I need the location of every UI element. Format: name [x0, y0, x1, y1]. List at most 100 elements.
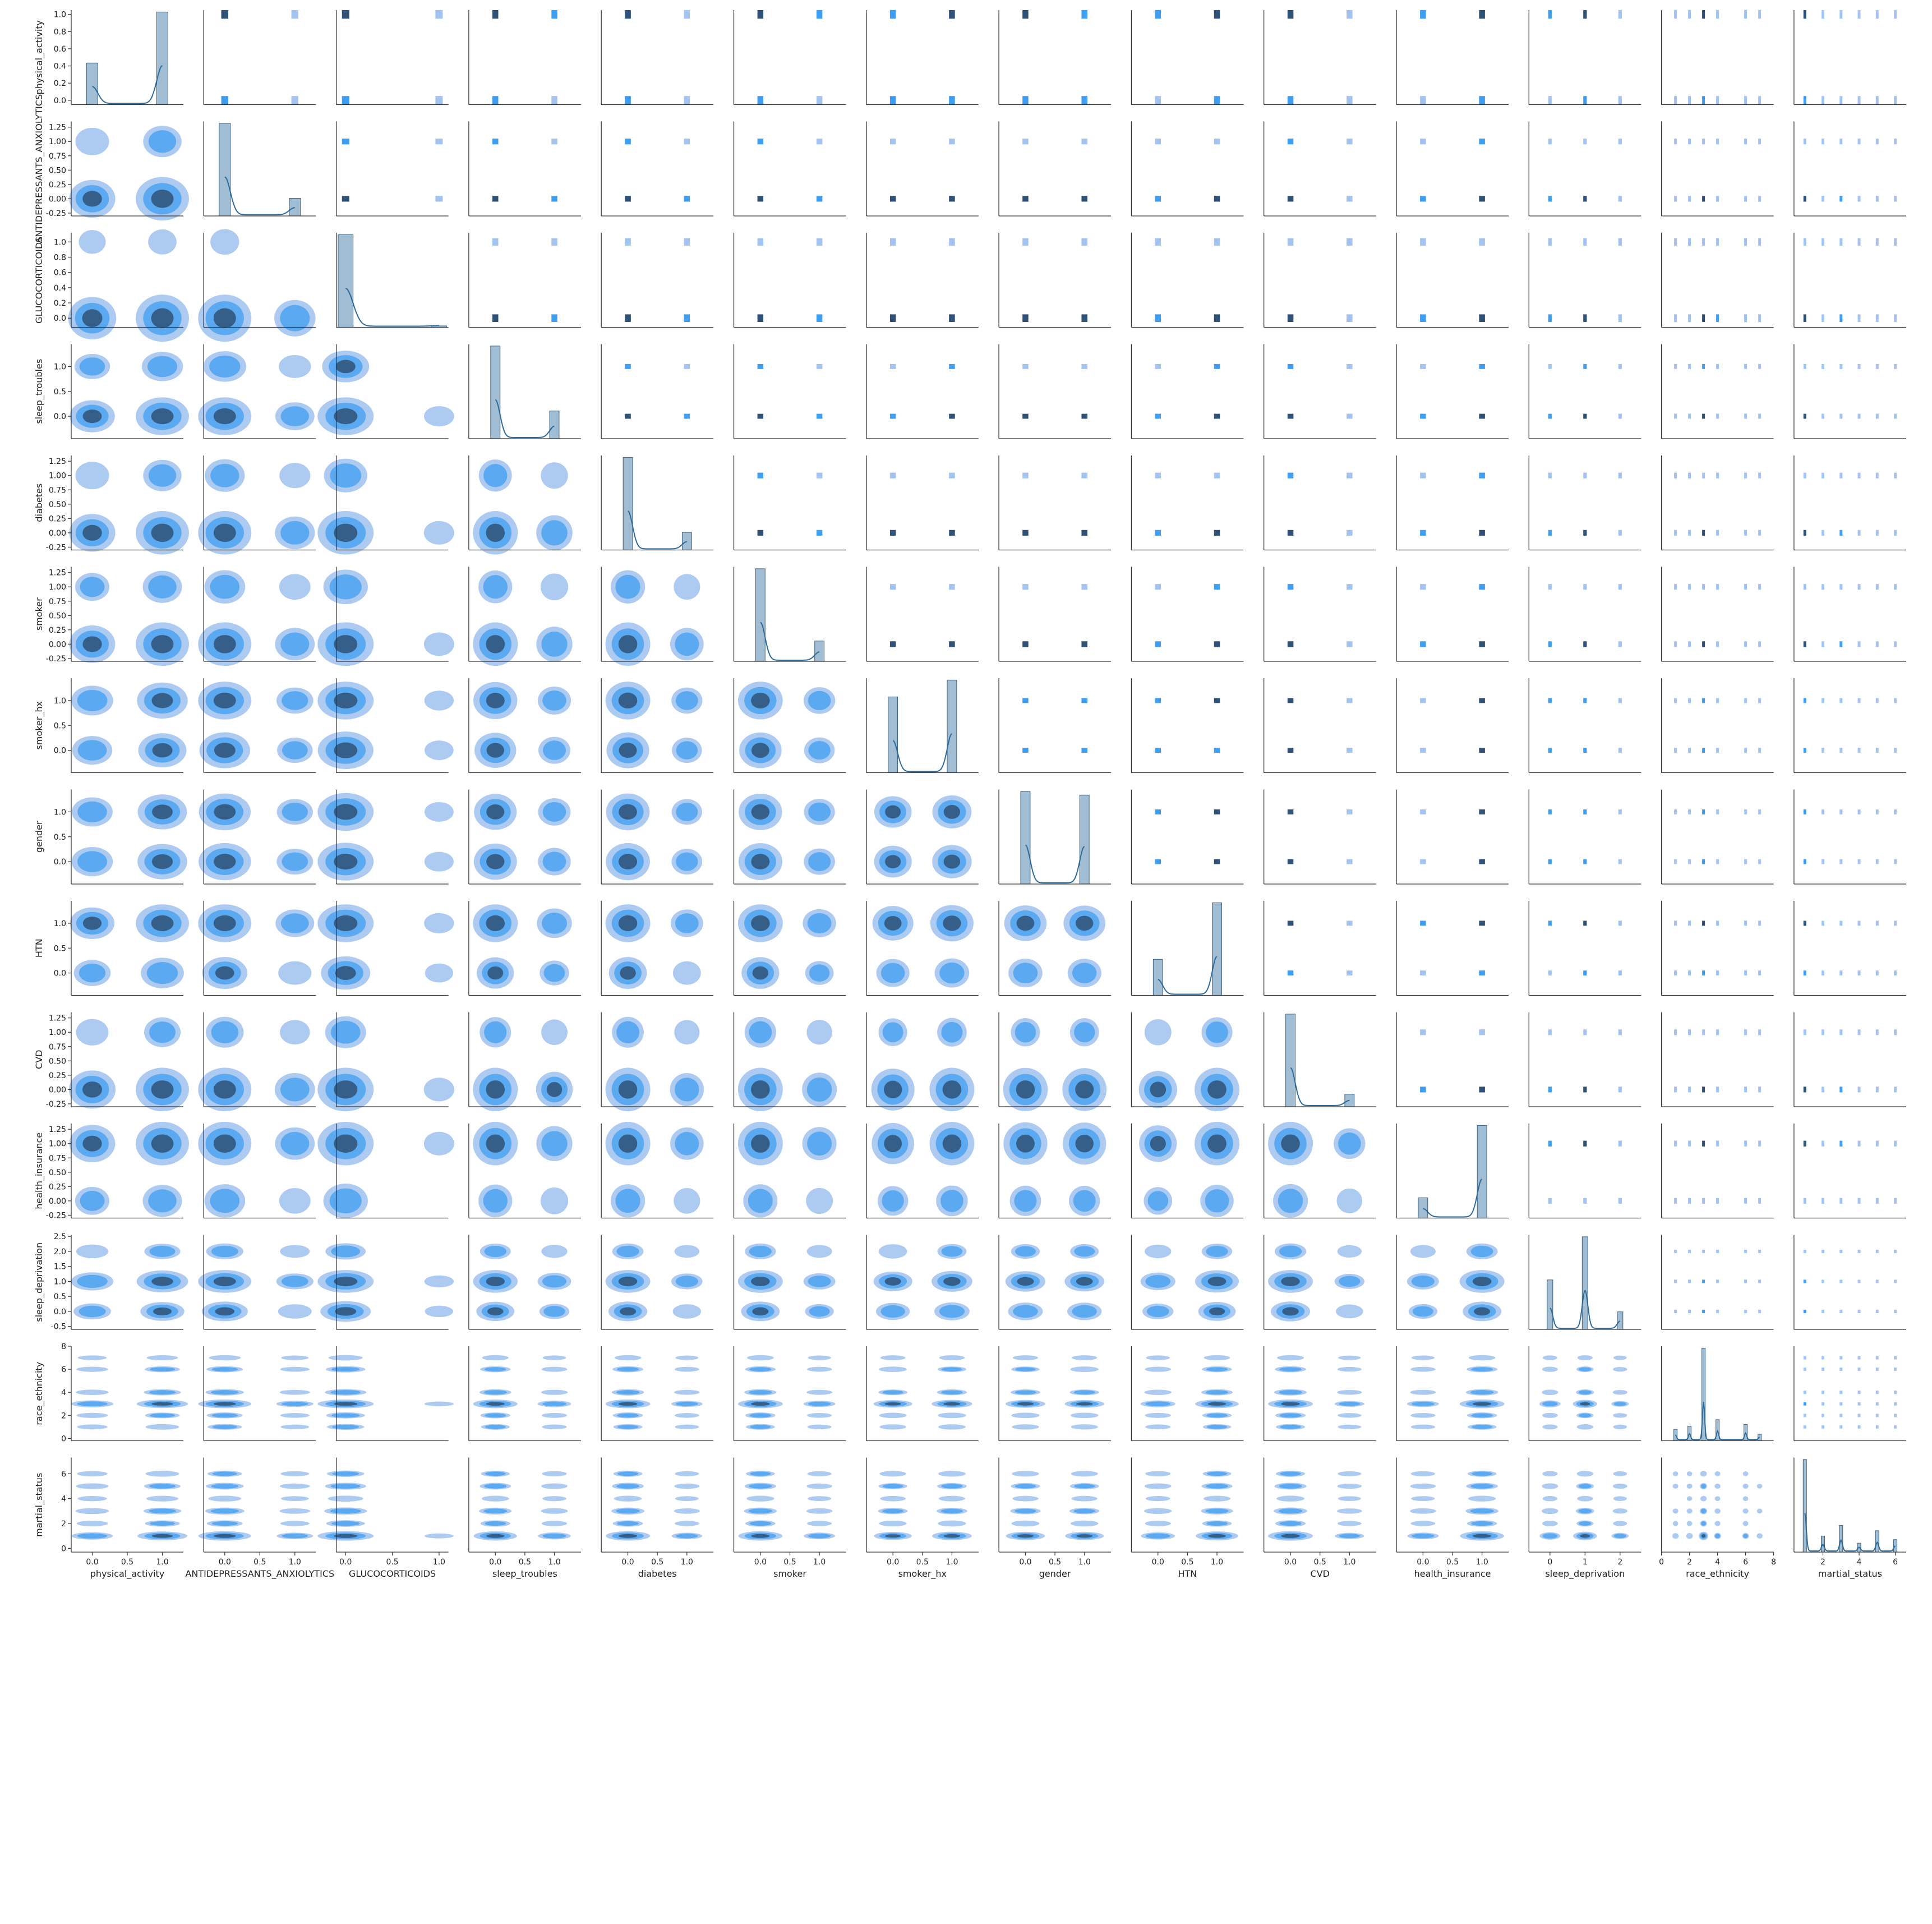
kde-contour	[1276, 1495, 1304, 1502]
x-tick-label: 1	[1583, 1558, 1588, 1567]
histogram-cell	[1214, 859, 1220, 864]
kde-contour	[807, 1471, 832, 1476]
histogram-cell	[1857, 970, 1861, 976]
x-axis-label: sleep_troubles	[492, 1568, 557, 1580]
kde-contour	[1686, 1521, 1693, 1526]
histogram-cell	[1155, 748, 1161, 753]
histogram-cell	[1548, 1087, 1552, 1093]
kde-contour	[1070, 1520, 1099, 1527]
kde-contour	[211, 1390, 239, 1395]
kde-contour	[674, 1188, 700, 1214]
histogram-cell	[1287, 748, 1294, 753]
kde-contour	[1613, 1424, 1627, 1429]
histogram-cell	[1548, 1029, 1552, 1035]
y-tick-label: 0.8	[54, 253, 66, 262]
histogram-cell	[1674, 413, 1677, 419]
x-tick-label: 0.5	[783, 1558, 796, 1567]
histogram-cell	[1548, 584, 1552, 590]
kde-contour	[282, 741, 308, 760]
histogram-cell	[1081, 530, 1087, 536]
kde-contour	[486, 1134, 505, 1153]
histogram-cell	[1716, 859, 1719, 864]
panel-sleep-deprivation-vs-antidepressants-anxiolytics	[198, 1235, 316, 1330]
histogram-cell	[1674, 698, 1677, 703]
histogram-cell	[816, 96, 823, 105]
histogram-cell	[1022, 139, 1029, 145]
kde-contour	[77, 851, 107, 872]
kde-contour	[1017, 1277, 1034, 1286]
kde-contour	[749, 1021, 772, 1043]
histogram-cell	[1674, 859, 1677, 864]
kde-contour	[484, 1245, 507, 1257]
histogram-cell	[1022, 530, 1029, 536]
histogram-cell	[1875, 413, 1879, 419]
histogram-cell	[1155, 809, 1161, 814]
histogram-cell	[1702, 970, 1705, 976]
panel-health-insurance-vs-health-insurance	[1396, 1124, 1509, 1219]
kde-contour	[618, 635, 638, 653]
kde-contour	[483, 1390, 507, 1395]
histogram-cell	[1674, 10, 1677, 19]
histogram-cell	[1420, 1087, 1426, 1093]
histogram-cell	[1744, 363, 1747, 369]
histogram-cell	[684, 363, 690, 369]
histogram-cell	[1548, 809, 1552, 814]
kde-contour	[1205, 1390, 1229, 1395]
kde-contour	[1073, 1190, 1096, 1212]
kde-contour	[1015, 1508, 1036, 1513]
histogram-cell	[1744, 1249, 1747, 1253]
panel-health-insurance-vs-htn	[1131, 1121, 1244, 1219]
y-tick-label: 1.0	[54, 919, 66, 928]
histogram-cell	[1479, 10, 1485, 19]
histogram-cell	[1744, 314, 1747, 322]
histogram-cell	[1857, 96, 1861, 105]
histogram-cell	[1875, 96, 1879, 105]
histogram-cell	[1857, 809, 1861, 814]
panel-cvd-vs-diabetes	[601, 1012, 714, 1112]
histogram-cell	[1081, 363, 1087, 369]
histogram-cell	[1822, 1279, 1825, 1283]
histogram-cell	[1618, 530, 1622, 536]
panel-glucocorticoids-vs-antidepressants-anxiolytics	[198, 229, 316, 342]
kde-contour	[1011, 1520, 1040, 1527]
kde-contour	[1073, 1390, 1095, 1394]
histogram-cell	[1022, 748, 1029, 753]
histogram-cell	[1688, 1140, 1691, 1147]
y-tick-label: -0.25	[46, 1100, 66, 1109]
histogram-cell	[1744, 139, 1747, 145]
histogram-cell	[1803, 1309, 1806, 1313]
kde-contour	[146, 1495, 179, 1502]
kde-contour	[280, 406, 309, 426]
kde-contour	[1577, 1495, 1593, 1502]
histogram-cell	[1548, 530, 1552, 536]
kde-contour	[423, 1078, 455, 1102]
kde-contour	[1150, 1136, 1166, 1152]
histogram-cell	[1875, 584, 1879, 590]
histogram-cell	[889, 196, 896, 202]
histogram-cell	[1287, 859, 1294, 864]
histogram-cell	[1857, 1279, 1861, 1283]
x-tick-label: 0.0	[489, 1558, 501, 1567]
kde-contour	[1542, 1533, 1558, 1539]
histogram-cell	[1155, 314, 1161, 322]
histogram-cell	[1822, 1391, 1825, 1394]
panel-cvd-vs-antidepressants-anxiolytics	[198, 1012, 316, 1112]
histogram-cell	[757, 413, 764, 419]
histogram-cell	[1744, 96, 1747, 105]
histogram-cell	[1894, 530, 1897, 536]
y-tick-label: 0.00	[49, 195, 66, 204]
x-tick-label: 0.0	[621, 1558, 634, 1567]
kde-contour	[424, 851, 454, 872]
histogram-cell	[1022, 314, 1029, 322]
histogram-cell	[1688, 314, 1691, 322]
histogram-cell	[1839, 641, 1843, 647]
kde-contour	[214, 743, 236, 758]
panel-cvd-vs-smoker	[733, 1012, 846, 1112]
histogram-cell	[1822, 809, 1825, 814]
kde-contour	[942, 1134, 962, 1153]
histogram-cell	[1674, 1029, 1677, 1035]
y-tick-label: -0.25	[46, 655, 66, 664]
histogram-cell	[1287, 139, 1294, 145]
